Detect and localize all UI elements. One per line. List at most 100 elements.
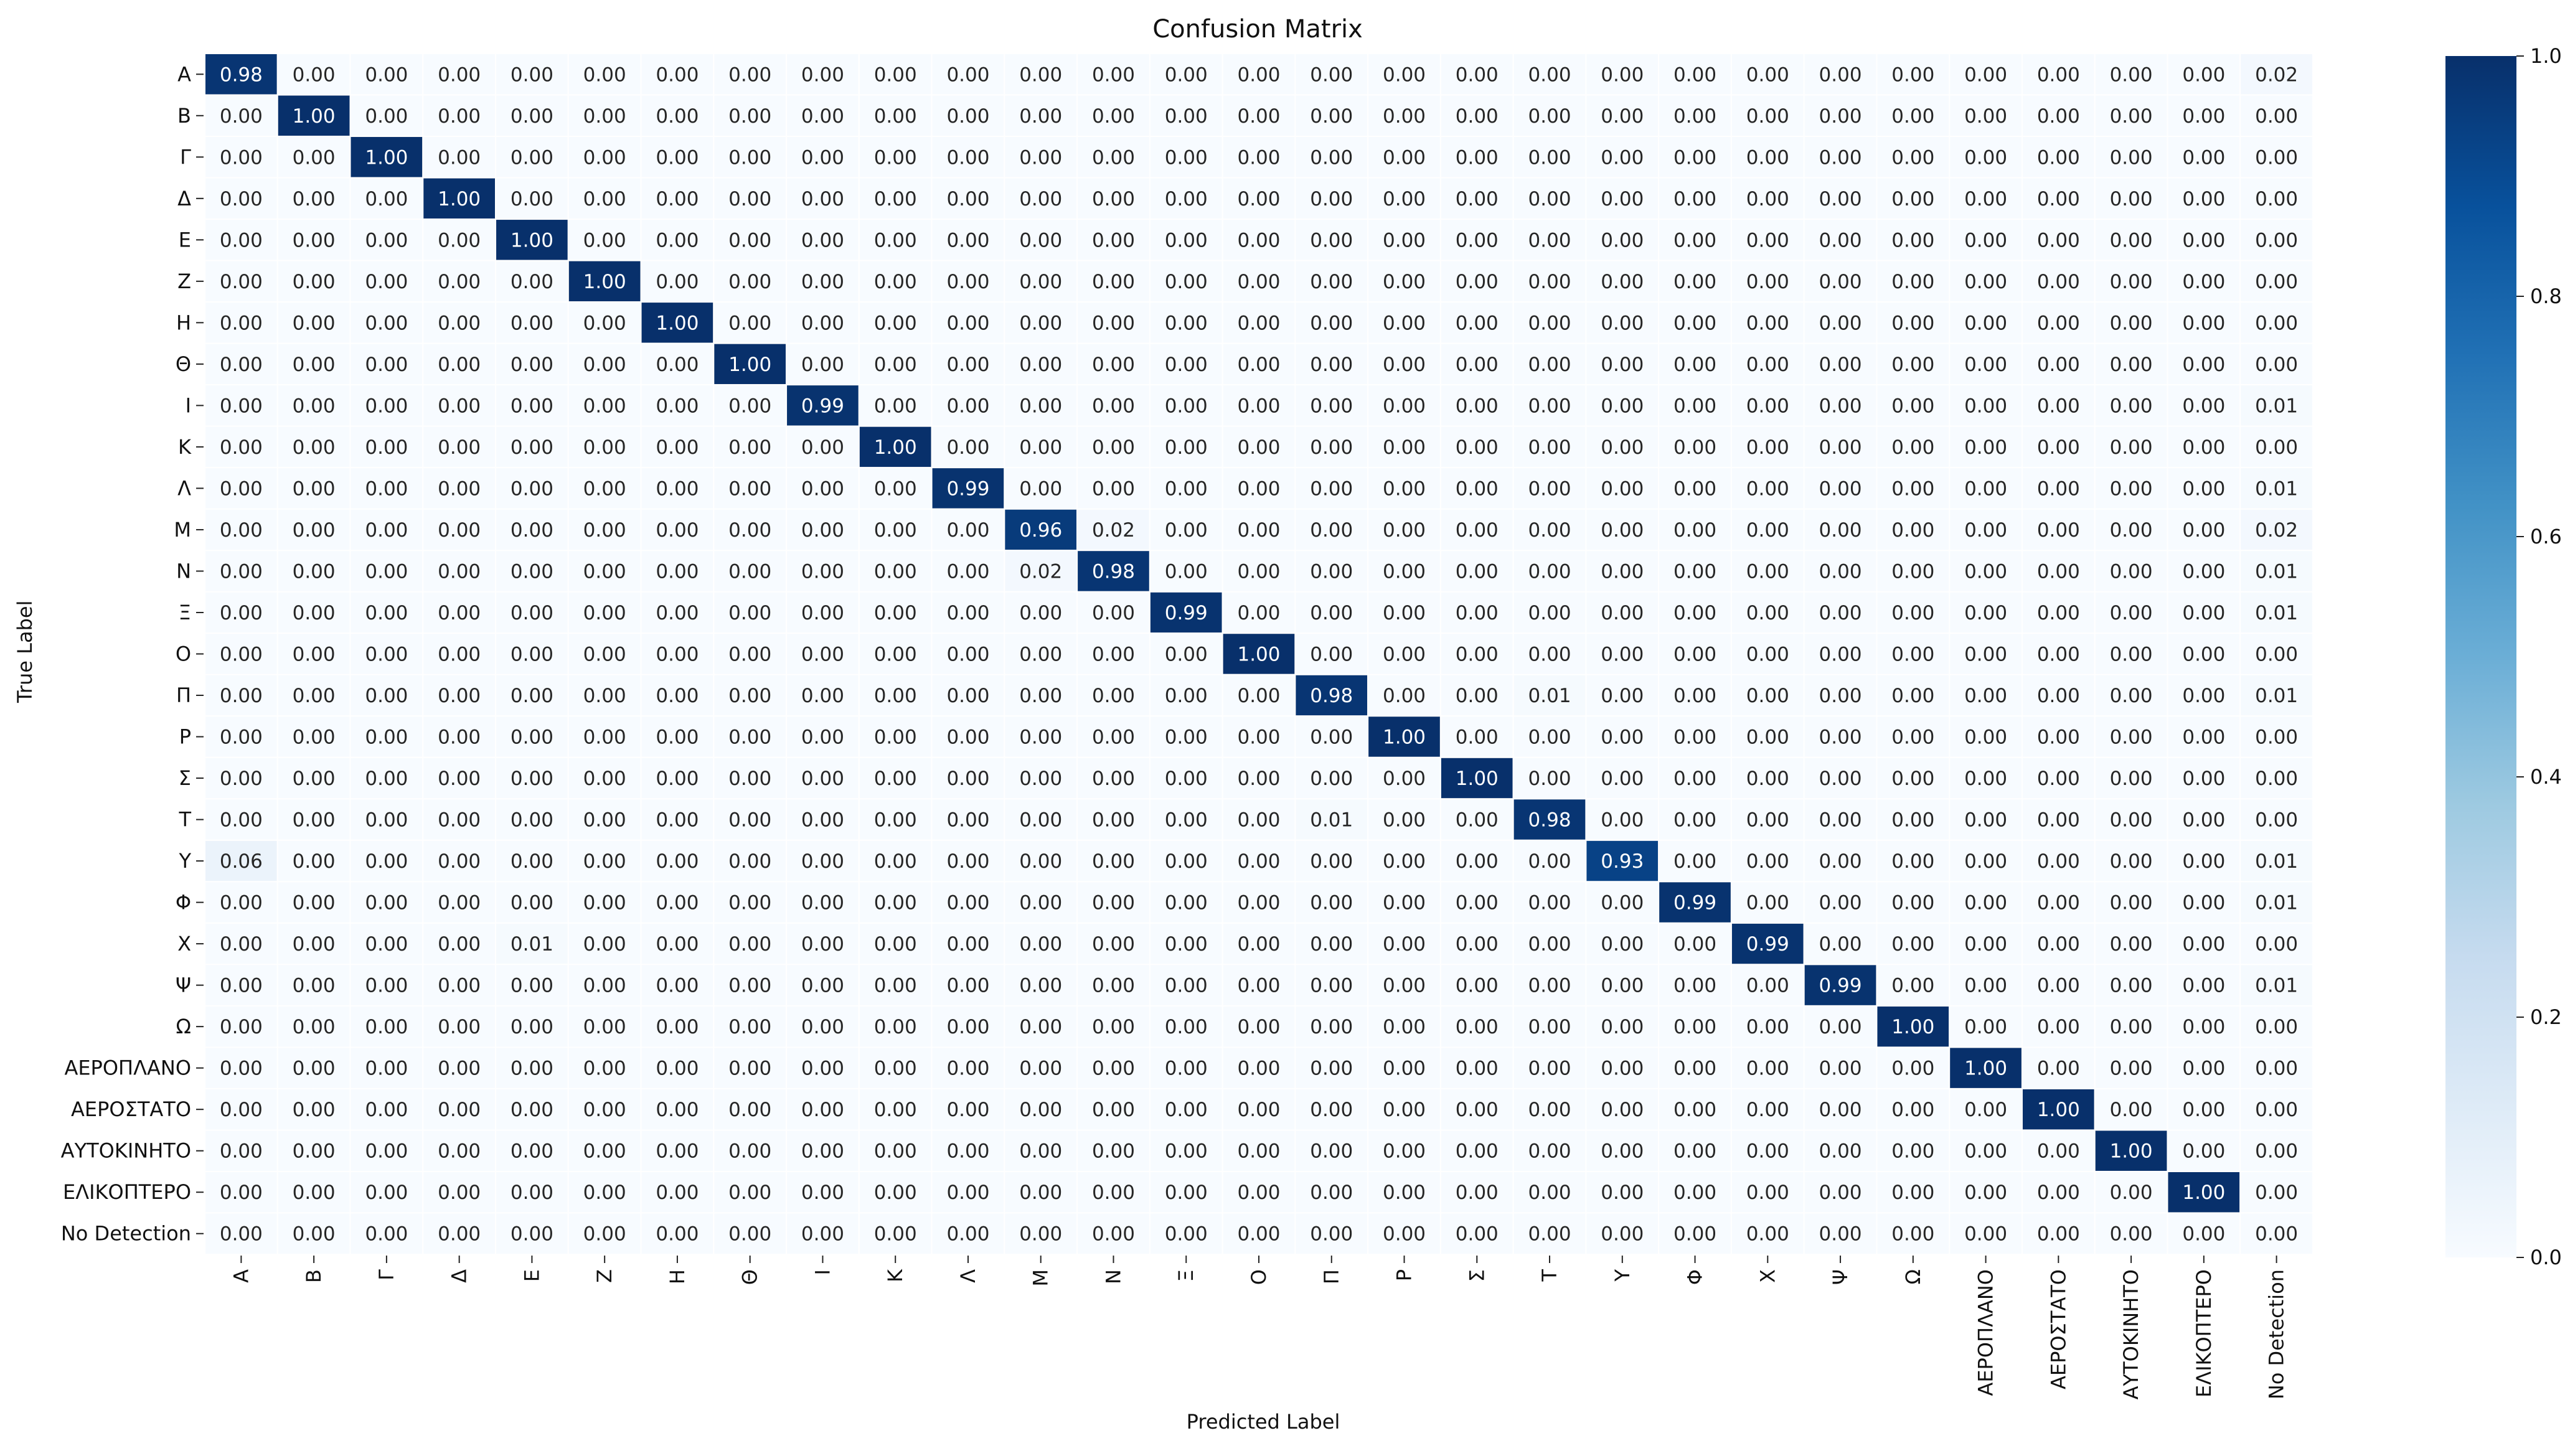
heatmap-cell <box>1658 467 1732 510</box>
heatmap-cell <box>2021 425 2096 469</box>
heatmap-cell <box>276 964 351 1007</box>
cell-value-label: 0.00 <box>293 146 336 169</box>
cell-value-label: 0.00 <box>365 602 408 624</box>
cell-value-label: 0.00 <box>1383 188 1426 210</box>
cell-value-label: 0.99 <box>801 395 844 417</box>
cell-value-label: 0.02 <box>2255 519 2298 542</box>
cell-value-label: 0.00 <box>1964 1016 2007 1038</box>
cell-value-label: 0.00 <box>1601 271 1644 293</box>
cell-value-label: 0.00 <box>946 644 989 666</box>
cell-value-label: 0.00 <box>1165 146 1208 169</box>
cell-value-label: 0.00 <box>2037 1140 2080 1163</box>
cell-value-label: 0.00 <box>220 105 263 128</box>
cell-value-label: 0.00 <box>1528 1016 1571 1038</box>
heatmap-cell <box>1876 94 1951 138</box>
heatmap-cell <box>2021 1170 2096 1214</box>
cell-value-label: 0.00 <box>801 726 844 749</box>
cell-value-label: 0.00 <box>1819 809 1862 832</box>
cell-value-label: 0.00 <box>1528 602 1571 624</box>
heatmap-cell <box>567 301 642 344</box>
cell-value-label: 0.00 <box>1383 354 1426 376</box>
cell-value-label: 0.00 <box>511 892 553 914</box>
x-tick-label: Ι <box>811 1269 834 1275</box>
cell-value-label: 1.00 <box>2037 1099 2080 1121</box>
cell-value-label: 0.00 <box>2255 271 2298 293</box>
cell-value-label: 0.00 <box>2182 395 2225 417</box>
heatmap-cell <box>1004 508 1078 552</box>
cell-value-label: 0.00 <box>220 312 263 334</box>
heatmap-cell <box>640 260 715 303</box>
cell-value-label: 0.00 <box>874 644 917 666</box>
cell-value-label: 0.00 <box>946 685 989 707</box>
heatmap-cell <box>1876 756 1951 800</box>
heatmap-cell <box>204 674 278 717</box>
heatmap-cell <box>1658 591 1732 634</box>
heatmap-cell <box>2239 922 2314 965</box>
cell-value-label: 0.00 <box>1601 1099 1644 1121</box>
cell-value-label: 0.00 <box>946 892 989 914</box>
heatmap-cell <box>567 177 642 220</box>
cell-value-label: 0.00 <box>946 188 989 210</box>
cell-value-label: 0.00 <box>656 63 699 86</box>
cell-value-label: 0.00 <box>1019 271 1062 293</box>
cell-value-label: 0.00 <box>1528 975 1571 997</box>
cell-value-label: 0.00 <box>1673 975 1716 997</box>
cell-value-label: 0.00 <box>1456 1140 1499 1163</box>
cell-value-label: 0.00 <box>365 63 408 86</box>
x-tick-label: Α <box>229 1269 253 1283</box>
heatmap-cell <box>1949 1129 2023 1172</box>
cell-value-label: 0.00 <box>2110 560 2153 583</box>
cell-value-label: 0.00 <box>656 685 699 707</box>
heatmap-cell <box>2239 136 2314 179</box>
y-tick-label: Ψ <box>176 974 191 997</box>
cell-value-label: 0.00 <box>2255 1223 2298 1246</box>
heatmap-cell <box>786 881 860 924</box>
x-tick-label: Θ <box>738 1269 762 1285</box>
cell-value-label: 0.00 <box>220 271 263 293</box>
cell-value-label: 0.00 <box>438 354 481 376</box>
heatmap-cell <box>204 342 278 386</box>
cell-value-label: 0.00 <box>2255 809 2298 832</box>
heatmap-cell <box>1149 674 1223 717</box>
heatmap-cell <box>1949 384 2023 427</box>
cell-value-label: 0.00 <box>2255 933 2298 956</box>
heatmap-cell <box>349 260 424 303</box>
heatmap-cell <box>349 94 424 138</box>
heatmap-cell <box>713 881 788 924</box>
cell-value-label: 0.00 <box>583 850 626 873</box>
cell-value-label: 0.00 <box>220 519 263 542</box>
x-tick-label: Λ <box>956 1269 980 1283</box>
heatmap-cell <box>1004 1170 1078 1214</box>
cell-value-label: 0.00 <box>1310 519 1353 542</box>
heatmap-cell <box>1949 177 2023 220</box>
heatmap-cell <box>858 425 933 469</box>
cell-value-label: 0.00 <box>1746 1099 1789 1121</box>
cell-value-label: 0.00 <box>1237 1140 1280 1163</box>
heatmap-cell <box>2021 591 2096 634</box>
cell-value-label: 0.00 <box>1237 146 1280 169</box>
cell-value-label: 0.00 <box>583 436 626 459</box>
cell-value-label: 0.00 <box>1019 1058 1062 1080</box>
cell-value-label: 0.00 <box>2110 188 2153 210</box>
cell-value-label: 0.00 <box>1891 188 1934 210</box>
heatmap-cell <box>2167 1087 2241 1131</box>
cell-value-label: 0.00 <box>2037 975 2080 997</box>
cell-value-label: 0.00 <box>1746 188 1789 210</box>
heatmap-cell <box>1730 881 1805 924</box>
heatmap-cell <box>858 1129 933 1172</box>
heatmap-cell <box>567 1046 642 1089</box>
cell-value-label: 0.00 <box>728 477 771 500</box>
cell-value-label: 0.00 <box>1237 892 1280 914</box>
cell-value-label: 0.00 <box>1092 1181 1135 1204</box>
heatmap-cell <box>1876 342 1951 386</box>
heatmap-cell <box>858 632 933 675</box>
cell-value-label: 0.00 <box>2255 354 2298 376</box>
cell-value-label: 0.00 <box>438 892 481 914</box>
cell-value-label: 0.00 <box>2110 1016 2153 1038</box>
cell-value-label: 0.00 <box>874 933 917 956</box>
cell-value-label: 0.00 <box>1673 1058 1716 1080</box>
heatmap-cell <box>1149 1087 1223 1131</box>
cell-value-label: 0.00 <box>1237 809 1280 832</box>
heatmap-cell <box>1439 301 1514 344</box>
y-tick-label: Χ <box>177 932 191 956</box>
